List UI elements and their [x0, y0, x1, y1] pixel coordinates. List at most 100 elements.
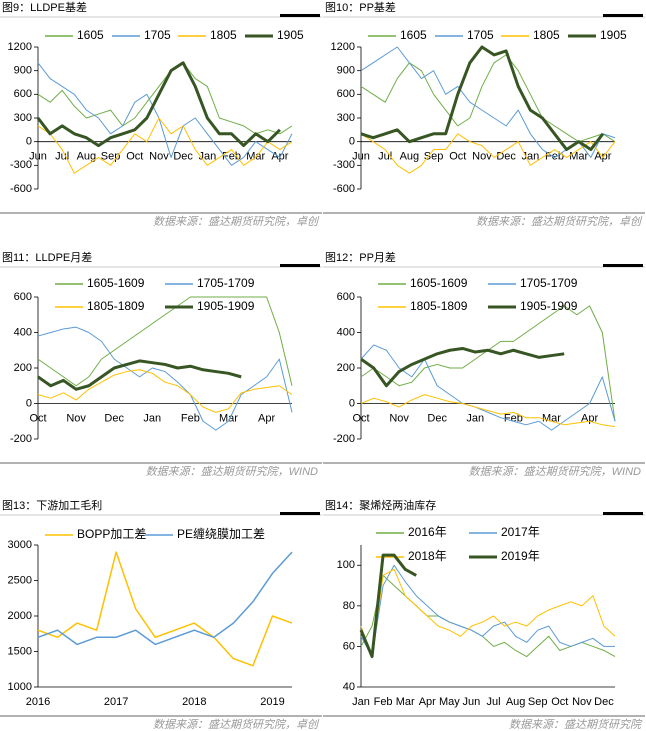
- chart-title: 图14：聚烯烃两油库存: [325, 498, 436, 512]
- y-tick-label: -200: [10, 433, 32, 445]
- x-tick-label: Sep: [528, 696, 548, 708]
- y-tick-label: 2000: [8, 610, 32, 622]
- source-note: 数据来源：盛达期货研究院，卓创: [476, 215, 643, 228]
- y-tick-label: 2500: [8, 574, 32, 586]
- source-note: 数据来源：盛达期货研究院，WIND: [146, 465, 318, 478]
- y-tick-label: 60: [343, 640, 355, 652]
- x-tick-label: Oct: [126, 151, 143, 163]
- title-bar: [603, 264, 643, 267]
- chart-title: 图9：LLDPE基差: [2, 0, 87, 14]
- x-tick-label: Jun: [352, 151, 370, 163]
- series-line: [37, 117, 293, 174]
- x-tick-label: Jul: [55, 151, 69, 163]
- y-tick-label: 1000: [8, 681, 32, 693]
- x-tick-label: 2017: [104, 696, 128, 708]
- series-line: [360, 564, 615, 658]
- series-line: [360, 568, 616, 658]
- y-tick-label: -300: [10, 159, 32, 171]
- x-tick-label: Feb: [181, 412, 200, 424]
- legend-label: 1905: [277, 28, 304, 42]
- x-tick-label: Dec: [104, 412, 124, 424]
- x-tick-label: Mar: [396, 696, 415, 708]
- legend-label: 1905-1909: [520, 299, 578, 313]
- x-tick-label: Jul: [486, 696, 500, 708]
- x-tick-label: Jun: [463, 696, 481, 708]
- x-tick-label: May: [439, 696, 460, 708]
- y-tick-label: 600: [337, 88, 355, 100]
- legend-label: 2016年: [408, 525, 447, 539]
- y-tick-label: -600: [333, 183, 355, 195]
- legend-label: 2019年: [501, 549, 540, 563]
- y-tick-label: -600: [10, 183, 32, 195]
- legend-label: 1705-1709: [197, 276, 255, 290]
- y-tick-label: 300: [14, 112, 32, 124]
- legend-label: 2018年: [408, 549, 447, 563]
- x-tick-label: Mar: [219, 412, 238, 424]
- x-tick-label: Nov: [389, 412, 409, 424]
- y-tick-label: 1200: [8, 41, 32, 53]
- y-tick-label: 200: [14, 362, 32, 374]
- y-tick-label: 0: [26, 397, 32, 409]
- title-bar: [280, 264, 320, 267]
- series-line: [37, 359, 242, 391]
- x-tick-label: Oct: [352, 412, 369, 424]
- title-bar: [280, 512, 320, 515]
- source-note: 数据来源：盛达期货研究院，卓创: [153, 718, 320, 731]
- x-tick-label: Oct: [449, 151, 466, 163]
- x-tick-label: Feb: [545, 151, 564, 163]
- series-line: [36, 61, 281, 148]
- y-tick-label: 900: [14, 65, 32, 77]
- legend-label: 1605-1609: [87, 276, 145, 290]
- y-tick-label: 900: [337, 65, 355, 77]
- title-bar: [280, 14, 320, 17]
- legend-label: 1705: [467, 28, 494, 42]
- x-tick-label: Feb: [504, 412, 523, 424]
- series-line: [360, 305, 616, 422]
- y-tick-label: 80: [343, 600, 355, 612]
- y-tick-label: 40: [343, 681, 355, 693]
- series-line: [37, 551, 293, 646]
- legend-label: PE缠绕膜加工差: [177, 526, 265, 541]
- y-tick-label: -200: [333, 433, 355, 445]
- x-tick-label: Oct: [551, 696, 568, 708]
- x-tick-label: 2016: [26, 696, 50, 708]
- x-tick-label: Apr: [419, 696, 436, 708]
- legend-label: 1905-1909: [197, 299, 255, 313]
- series-line: [360, 394, 616, 428]
- x-tick-label: Nov: [66, 412, 86, 424]
- x-tick-label: Jan: [352, 696, 370, 708]
- x-tick-label: Sep: [424, 151, 444, 163]
- legend-label: 1805: [533, 28, 560, 42]
- x-tick-label: Mar: [542, 412, 561, 424]
- legend-label: 1805: [210, 28, 237, 42]
- x-tick-label: 2019: [260, 696, 284, 708]
- x-tick-label: Nov: [149, 151, 169, 163]
- y-tick-label: 600: [337, 291, 355, 303]
- series-line: [37, 551, 293, 667]
- source-note: 数据来源：盛达期货研究院: [509, 718, 643, 731]
- legend-label: 2017年: [501, 525, 540, 539]
- y-tick-label: 0: [349, 136, 355, 148]
- series-line: [37, 326, 293, 431]
- y-tick-label: 600: [14, 291, 32, 303]
- x-tick-label: Jun: [29, 151, 47, 163]
- source-note: 数据来源：盛达期货研究院，卓创: [153, 215, 320, 228]
- y-tick-label: 300: [337, 112, 355, 124]
- x-tick-label: 2018: [182, 696, 206, 708]
- legend-label: 1605-1609: [410, 276, 468, 290]
- y-tick-label: 200: [337, 362, 355, 374]
- x-tick-label: Aug: [506, 696, 526, 708]
- y-tick-label: 0: [26, 136, 32, 148]
- legend-label: 1805-1809: [87, 299, 145, 313]
- x-tick-label: Dec: [427, 412, 447, 424]
- series-line: [37, 369, 293, 413]
- x-tick-label: Aug: [400, 151, 420, 163]
- x-tick-label: Apr: [258, 412, 275, 424]
- x-tick-label: Feb: [374, 696, 393, 708]
- legend-label: BOPP加工差: [77, 527, 146, 541]
- y-tick-label: 1500: [8, 645, 32, 657]
- x-tick-label: Oct: [29, 412, 46, 424]
- y-tick-label: 600: [14, 88, 32, 100]
- chart-title: 图12：PP月差: [325, 250, 396, 264]
